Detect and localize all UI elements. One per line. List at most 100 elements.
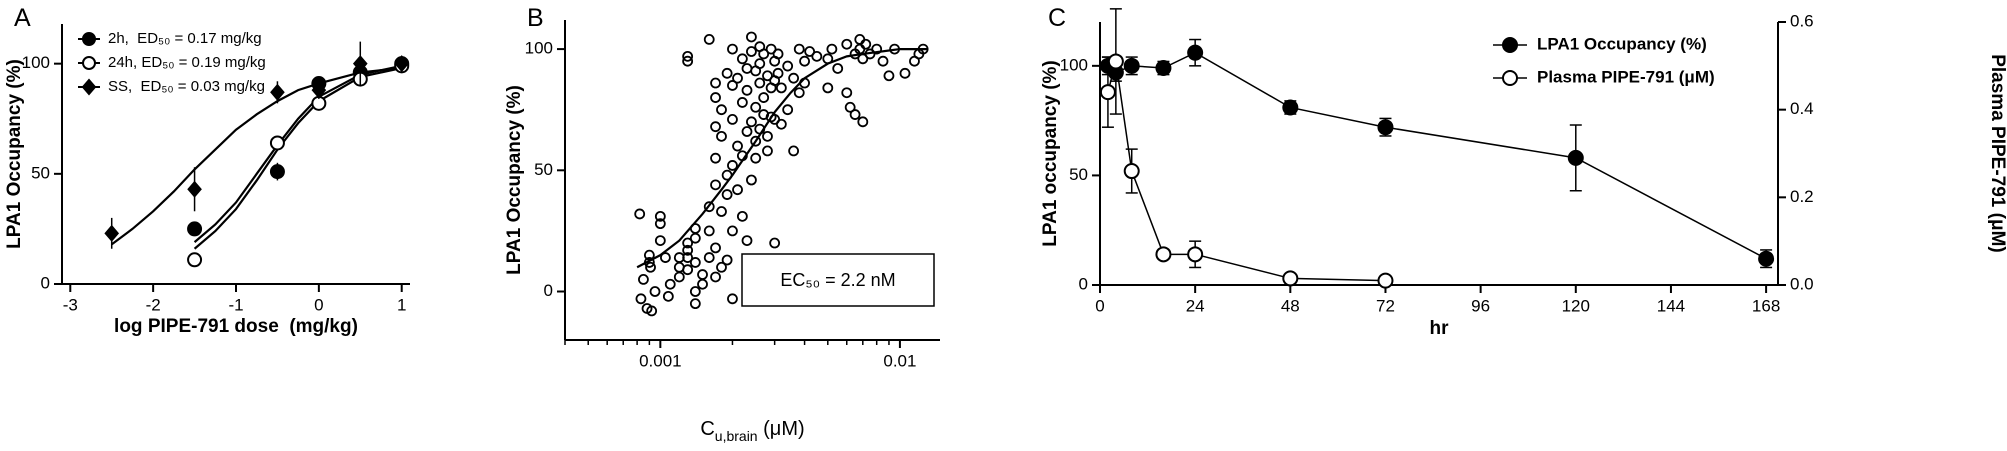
x-label-unit: (μM): [758, 418, 805, 440]
point: [782, 104, 794, 116]
point: [741, 126, 753, 137]
point: [682, 252, 694, 263]
point: [710, 152, 721, 164]
x-label-main: C: [700, 418, 714, 440]
point: [682, 55, 694, 67]
x-tick-label: -1: [228, 295, 243, 314]
marker: [394, 55, 410, 73]
point: [844, 101, 856, 113]
point: [710, 92, 721, 103]
point: [662, 290, 674, 302]
marker: [1123, 57, 1140, 74]
point: [716, 130, 727, 142]
point: [710, 121, 721, 133]
point: [703, 252, 715, 263]
y-tick-label: 100: [1060, 55, 1088, 74]
point: [727, 80, 738, 91]
x-tick-label: 48: [1281, 296, 1300, 315]
x-axis-label: Cu,brain (μM): [700, 418, 804, 444]
point: [646, 305, 658, 317]
point: [826, 43, 838, 55]
y-axis-label: LPA1 Occupancy (%): [4, 59, 25, 249]
point: [822, 82, 834, 94]
point: [716, 104, 727, 116]
point: [634, 208, 646, 220]
x-tick-label: 0: [314, 295, 323, 314]
point: [841, 87, 853, 99]
legend-label: 24h, ED₅₀ = 0.19 mg/kg: [108, 54, 266, 71]
y-tick-label: 0: [544, 281, 553, 300]
point: [775, 82, 787, 94]
legend-label: LPA1 Occupancy (%): [1537, 34, 1707, 53]
x-label-sub: u,brain: [715, 428, 758, 444]
point: [758, 109, 770, 120]
x-tick-label: 0.01: [883, 351, 916, 370]
y-axis-label: LPA1 Occupancy (%): [504, 85, 525, 275]
point: [703, 33, 715, 45]
point: [732, 72, 743, 84]
point: [762, 130, 773, 142]
y-tick-label: 50: [1069, 165, 1088, 184]
marker: [311, 81, 327, 99]
point: [638, 273, 649, 285]
point: [741, 235, 753, 247]
marker: [1155, 60, 1172, 77]
x-tick-label: -3: [63, 295, 78, 314]
marker: [187, 180, 202, 198]
x-tick-label: 1: [397, 295, 406, 314]
point: [727, 113, 738, 125]
point: [849, 109, 861, 120]
x-tick-label: 24: [1186, 296, 1205, 315]
point: [762, 145, 773, 157]
y2-axis-label: Plasma PIPE-791 (μM): [1987, 54, 2007, 253]
point: [721, 189, 733, 200]
point: [732, 184, 743, 196]
point: [746, 116, 757, 128]
x-tick-label: 72: [1376, 296, 1395, 315]
point: [860, 38, 872, 50]
point: [736, 97, 748, 108]
point: [772, 67, 784, 79]
y2-tick-label: 0.4: [1790, 99, 1814, 118]
x-axis-label: hr: [1430, 318, 1450, 339]
fit-curve: [636, 47, 928, 269]
marker: [1282, 270, 1299, 287]
marker: [1099, 84, 1116, 101]
x-tick-label: 96: [1471, 296, 1490, 315]
x-tick-label: -2: [146, 295, 161, 314]
panel-letter: C: [1048, 4, 1066, 32]
point: [793, 43, 805, 55]
point: [811, 50, 823, 62]
point: [710, 77, 721, 89]
point: [841, 38, 853, 50]
point: [782, 60, 794, 72]
annotation-box: [741, 253, 935, 307]
marker: [269, 164, 285, 180]
legend-marker: [82, 56, 96, 70]
point: [788, 145, 800, 157]
point: [635, 293, 647, 305]
fit-curve: [193, 66, 402, 250]
legend-label: SS, ED₅₀ = 0.03 mg/kg: [108, 78, 265, 95]
point: [754, 77, 766, 89]
y2-tick-label: 0.6: [1790, 11, 1814, 30]
point: [854, 33, 866, 45]
marker: [352, 55, 368, 73]
marker: [1567, 149, 1584, 166]
point: [741, 63, 753, 74]
point: [727, 225, 738, 237]
point: [703, 201, 715, 213]
point: [772, 48, 784, 60]
point: [832, 63, 844, 74]
legend-marker: [82, 32, 96, 46]
legend-marker: [1502, 70, 1518, 86]
point: [736, 53, 748, 65]
y2-tick-label: 0.0: [1790, 274, 1814, 293]
point: [716, 206, 727, 217]
point: [682, 50, 694, 62]
point: [727, 293, 738, 305]
marker: [104, 224, 120, 242]
y2-tick-label: 0.2: [1790, 187, 1814, 206]
point: [727, 160, 738, 171]
